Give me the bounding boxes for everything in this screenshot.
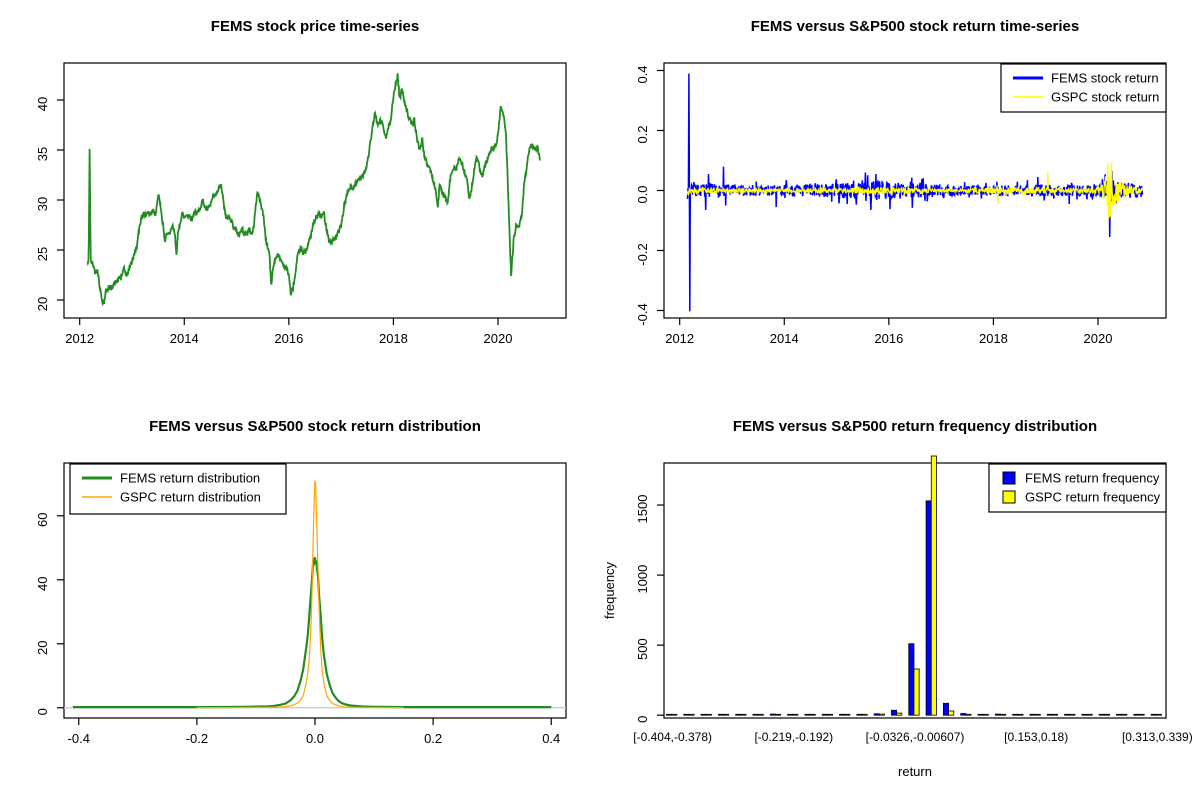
svg-text:1500: 1500 [635, 495, 650, 524]
svg-text:FEMS stock price time-series: FEMS stock price time-series [211, 18, 419, 35]
svg-text:-0.2: -0.2 [635, 243, 650, 265]
svg-text:0.0: 0.0 [306, 731, 324, 746]
return-frequency-x-axis: [-0.404,-0.378) [-0.219,-0.192) [-0.0326,-… [633, 730, 1192, 779]
panel-return-frequency: FEMS versus S&P500 return frequency dist… [600, 400, 1200, 800]
stock-returns-x-axis: 2012 2014 2016 2018 2020 [665, 318, 1112, 346]
fems-stock-price-series [86, 73, 541, 307]
stock-returns-y-axis: -0.4 -0.2 0.0 0.2 0.4 [635, 65, 664, 326]
gspc-return-frequency-legend-label: GSPC return frequency [1025, 490, 1161, 505]
svg-text:2020: 2020 [1084, 331, 1113, 346]
return-frequency-y-axis: 0 500 1000 1500 frequency [602, 495, 664, 723]
svg-text:-0.4: -0.4 [635, 303, 650, 325]
stock-returns-chart: FEMS versus S&P500 stock return time-ser… [635, 18, 1167, 346]
svg-text:[-0.404,-0.378): [-0.404,-0.378) [633, 730, 712, 744]
svg-text:2018: 2018 [979, 331, 1008, 346]
gspc-stock-return-legend-label: GSPC stock return [1051, 90, 1159, 105]
fems-return-frequency-legend-label: FEMS return frequency [1025, 471, 1160, 486]
return-distribution-title: FEMS versus S&P500 stock return distribu… [149, 418, 481, 435]
fems-stock-return-legend-label: FEMS stock return [1051, 71, 1159, 86]
svg-text:60: 60 [35, 513, 50, 527]
gspc-return-distribution-legend-label: GSPC return distribution [120, 490, 261, 505]
gspc-return-frequency-bars [671, 455, 1162, 716]
fems-price-plot-frame [63, 62, 567, 319]
svg-text:1000: 1000 [635, 565, 650, 594]
return-distribution-x-axis: -0.4 -0.2 0.0 0.2 0.4 [68, 718, 560, 746]
svg-text:500: 500 [635, 638, 650, 660]
panel-stock-returns: FEMS versus S&P500 stock return time-ser… [600, 0, 1200, 400]
svg-text:0.2: 0.2 [424, 731, 442, 746]
svg-text:2014: 2014 [170, 331, 199, 346]
svg-text:[0.313,0.339): [0.313,0.339) [1122, 730, 1193, 744]
svg-text:2018: 2018 [379, 331, 408, 346]
svg-text:20: 20 [35, 641, 50, 655]
svg-text:-0.2: -0.2 [186, 731, 208, 746]
svg-text:40: 40 [35, 97, 50, 111]
svg-text:0: 0 [635, 716, 650, 723]
stock-returns-title: FEMS versus S&P500 stock return time-ser… [751, 18, 1079, 35]
svg-text:[-0.0326,-0.00607): [-0.0326,-0.00607) [866, 730, 965, 744]
svg-text:2012: 2012 [65, 331, 94, 346]
svg-text:0.4: 0.4 [635, 65, 650, 83]
svg-text:35: 35 [35, 147, 50, 161]
stock-returns-legend: FEMS stock return GSPC stock return [1000, 63, 1167, 113]
fems-price-title: FEMS stock price time-series [211, 18, 419, 35]
return-distribution-chart: FEMS versus S&P500 stock return distribu… [35, 418, 567, 746]
panel-fems-price: FEMS stock price time-series FEMS stock … [0, 0, 600, 400]
svg-text:0: 0 [35, 708, 50, 715]
svg-text:FEMS versus S&P500 stock retur: FEMS versus S&P500 stock return distribu… [149, 418, 481, 435]
svg-text:40: 40 [35, 577, 50, 591]
return-distribution-y-axis: 0 20 40 60 [35, 513, 64, 715]
svg-text:20: 20 [35, 297, 50, 311]
svg-text:0.4: 0.4 [542, 731, 560, 746]
panel-return-distribution: FEMS versus S&P500 stock return distribu… [0, 400, 600, 800]
fems-return-frequency-legend-swatch [1002, 471, 1016, 485]
svg-text:FEMS versus S&P500 return freq: FEMS versus S&P500 return frequency dist… [733, 418, 1097, 435]
svg-text:[0.153,0.18): [0.153,0.18) [1004, 730, 1068, 744]
gspc-return-distribution-series [196, 480, 404, 709]
return-distribution-legend: FEMS return distribution GSPC return dist… [69, 463, 287, 515]
fems-return-frequency-bars [666, 500, 1157, 716]
svg-text:2016: 2016 [274, 331, 303, 346]
return-frequency-title: FEMS versus S&P500 return frequency dist… [733, 418, 1097, 435]
svg-text:0.0: 0.0 [635, 185, 650, 203]
fems-price-x-axis: 2012 2014 2016 2018 2020 [65, 318, 512, 346]
svg-text:2012: 2012 [665, 331, 694, 346]
gspc-stock-return-series [686, 162, 1143, 219]
return-frequency-y-label: frequency [602, 561, 617, 619]
svg-text:2014: 2014 [770, 331, 799, 346]
svg-text:FEMS versus S&P500 stock retur: FEMS versus S&P500 stock return time-ser… [751, 18, 1079, 35]
svg-text:2016: 2016 [874, 331, 903, 346]
return-frequency-x-label: return [898, 764, 932, 779]
fems-return-distribution-legend-label: FEMS return distribution [120, 471, 260, 486]
return-frequency-legend: FEMS return frequency GSPC return frequen… [988, 463, 1167, 513]
fems-price-y-axis: 20 25 30 35 40 [35, 97, 64, 311]
svg-text:-0.4: -0.4 [68, 731, 90, 746]
svg-text:30: 30 [35, 197, 50, 211]
return-frequency-chart: FEMS versus S&P500 return frequency dist… [602, 418, 1193, 779]
svg-text:2020: 2020 [484, 331, 513, 346]
fems-price-chart: FEMS stock price time-series 2012 2014 2016… [35, 18, 567, 346]
svg-text:[-0.219,-0.192): [-0.219,-0.192) [754, 730, 833, 744]
return-frequency-plot-frame [663, 462, 1167, 719]
fems-return-distribution-series [72, 557, 552, 709]
gspc-return-frequency-legend-swatch [1002, 490, 1016, 504]
svg-text:0.2: 0.2 [635, 125, 650, 143]
svg-text:25: 25 [35, 247, 50, 261]
